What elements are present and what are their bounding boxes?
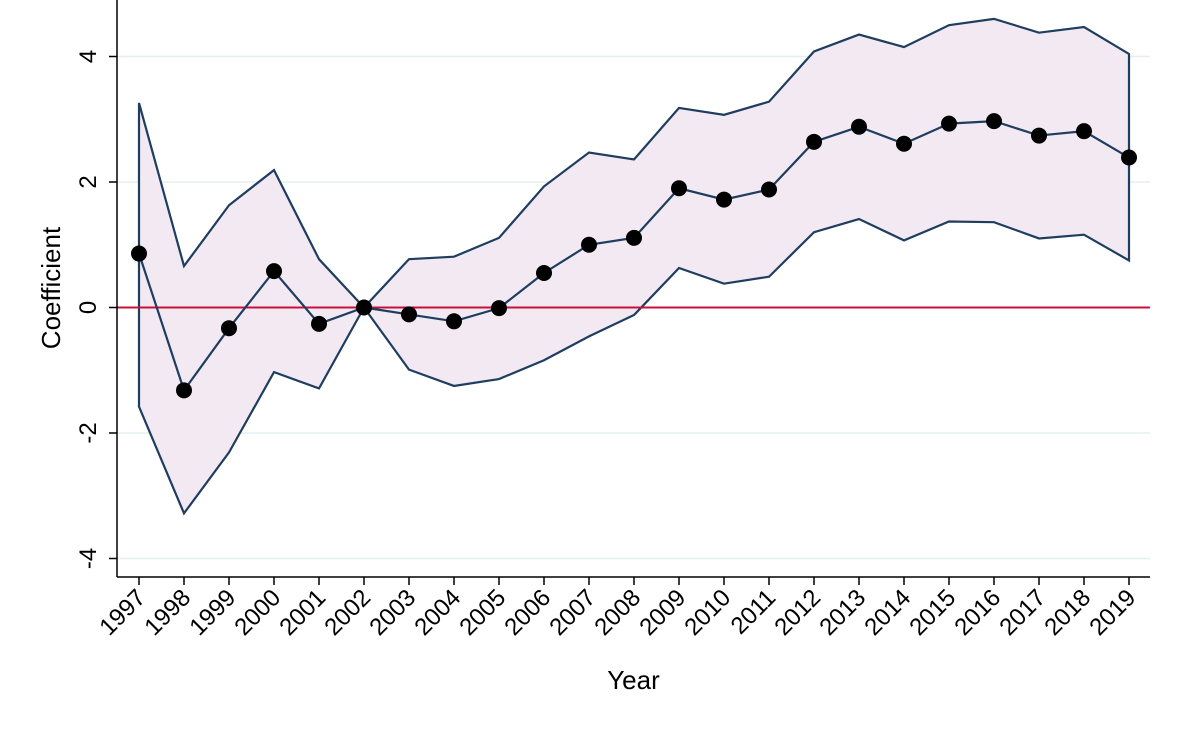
data-point-1997: [131, 245, 147, 262]
x-tick-label-2012: 2012: [769, 584, 826, 641]
data-point-2011: [761, 181, 777, 198]
x-tick-label-2013: 2013: [814, 584, 871, 641]
data-point-2004: [446, 313, 462, 330]
data-point-2016: [986, 113, 1002, 130]
y-tick-labels: -4 -2 0 2 4: [75, 50, 117, 569]
data-point-2015: [941, 115, 957, 132]
data-point-2013: [851, 118, 867, 135]
confidence-band: [137, 17, 1131, 516]
data-point-2002: [356, 299, 372, 316]
x-tick-label-1998: 1998: [139, 584, 196, 641]
x-tick-label-2011: 2011: [726, 584, 782, 640]
data-point-2008: [626, 229, 642, 246]
data-points: [131, 113, 1137, 399]
x-tick-label-2000: 2000: [229, 584, 286, 641]
x-tick-label-2003: 2003: [364, 584, 421, 641]
data-point-2012: [806, 133, 822, 150]
x-tick-label-2018: 2018: [1039, 584, 1096, 641]
x-tick-label-2009: 2009: [634, 584, 691, 641]
x-tick-label-2001: 2001: [274, 584, 331, 641]
data-point-2000: [266, 263, 282, 280]
x-tick-label-2008: 2008: [589, 584, 646, 641]
data-point-2003: [401, 306, 417, 323]
x-tick-label-1997: 1997: [94, 584, 151, 641]
x-tick-label-2016: 2016: [949, 584, 1006, 641]
x-tick-label-2004: 2004: [409, 584, 466, 641]
y-tick-label--4: -4: [75, 548, 102, 569]
data-point-2005: [491, 300, 507, 317]
y-axis-title: Coefficient: [36, 226, 66, 349]
data-point-2019: [1121, 149, 1137, 166]
data-point-2001: [311, 315, 327, 332]
x-tick-label-2005: 2005: [454, 584, 511, 641]
x-tick-label-2002: 2002: [319, 584, 376, 641]
data-point-2006: [536, 264, 552, 281]
y-tick-label-4: 4: [75, 50, 102, 63]
data-point-2007: [581, 236, 597, 253]
x-tick-label-2006: 2006: [499, 584, 556, 641]
data-point-1998: [176, 382, 192, 399]
data-point-2009: [671, 180, 687, 197]
data-point-2018: [1076, 123, 1092, 140]
x-tick-label-2007: 2007: [544, 584, 601, 641]
x-tick-labels: 1997199819992000200120022003200420052006…: [94, 577, 1141, 641]
y-tick-label-2: 2: [75, 175, 102, 188]
x-tick-label-2014: 2014: [859, 584, 916, 641]
y-tick-label-0: 0: [75, 301, 102, 314]
x-tick-label-2015: 2015: [904, 584, 961, 641]
data-point-2017: [1031, 127, 1047, 144]
data-point-2010: [716, 191, 732, 208]
x-tick-label-2017: 2017: [994, 584, 1051, 641]
data-point-1999: [221, 320, 237, 337]
x-tick-label-2019: 2019: [1084, 584, 1141, 641]
data-point-2014: [896, 135, 912, 152]
x-tick-label-1999: 1999: [184, 584, 241, 641]
x-axis-title: Year: [607, 665, 660, 695]
x-tick-label-2010: 2010: [679, 584, 736, 641]
y-tick-label--2: -2: [75, 422, 102, 443]
